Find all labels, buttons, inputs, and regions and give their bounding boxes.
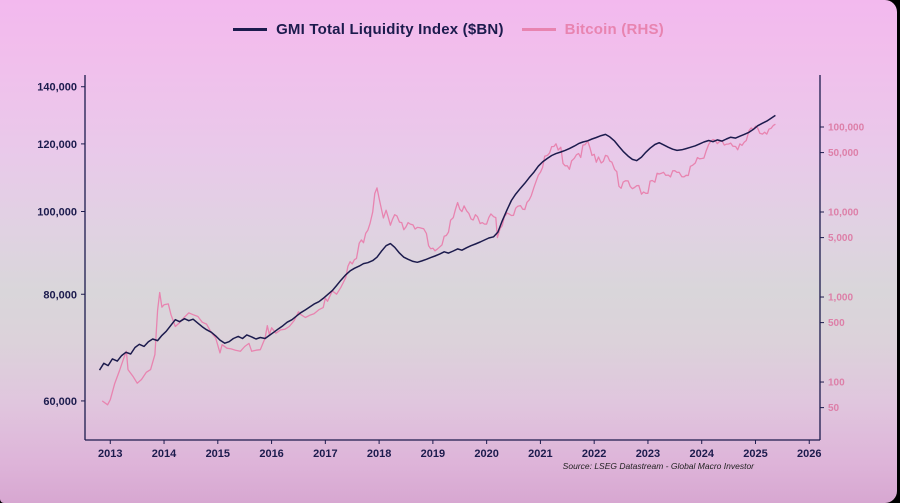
x-axis-year-label: 2021 — [528, 448, 552, 460]
bitcoin-legend-label: Bitcoin (RHS) — [564, 21, 664, 38]
x-axis-year-label: 2024 — [689, 448, 714, 460]
right-axis-tick-label: 10,000 — [828, 208, 859, 219]
source-note: Source: LSEG Datastream - Global Macro I… — [562, 461, 754, 471]
gmi-liquidity-line — [98, 114, 776, 371]
chart-legend: GMI Total Liquidity Index ($BN) Bitcoin … — [0, 21, 897, 38]
right-axis-tick-label: 50 — [828, 403, 840, 414]
right-axis-tick-label: 5,000 — [828, 233, 853, 244]
gmi-line-swatch — [233, 28, 268, 31]
x-axis-year-label: 2017 — [313, 448, 337, 460]
left-axis-tick-label: 60,000 — [43, 396, 77, 408]
x-axis-year-label: 2014 — [152, 448, 177, 460]
bitcoin-line-swatch — [521, 28, 556, 31]
right-axis-tick-label: 500 — [828, 318, 845, 329]
left-axis-tick-label: 120,000 — [37, 139, 77, 151]
x-axis-year-label: 2019 — [421, 448, 445, 460]
x-axis-year-label: 2015 — [206, 448, 230, 460]
x-axis-year-label: 2025 — [743, 448, 767, 460]
left-axis-tick-label: 80,000 — [43, 289, 77, 301]
x-axis-year-label: 2026 — [797, 448, 821, 460]
x-axis-year-label: 2013 — [98, 448, 122, 460]
right-axis-tick-label: 100 — [828, 378, 845, 389]
bitcoin-line — [101, 123, 776, 406]
gmi-legend-label: GMI Total Liquidity Index ($BN) — [276, 21, 504, 38]
left-axis-tick-label: 100,000 — [37, 207, 77, 219]
x-axis-year-label: 2016 — [259, 448, 283, 460]
right-axis-tick-label: 50,000 — [828, 148, 859, 159]
x-axis-year-label: 2018 — [367, 448, 391, 460]
left-axis-tick-label: 140,000 — [37, 82, 77, 94]
right-axis-tick-label: 1,000 — [828, 293, 853, 304]
x-axis-year-label: 2020 — [474, 448, 498, 460]
x-axis-year-label: 2022 — [582, 448, 606, 460]
right-axis-tick-label: 100,000 — [828, 123, 865, 134]
x-axis-year-label: 2023 — [636, 448, 660, 460]
